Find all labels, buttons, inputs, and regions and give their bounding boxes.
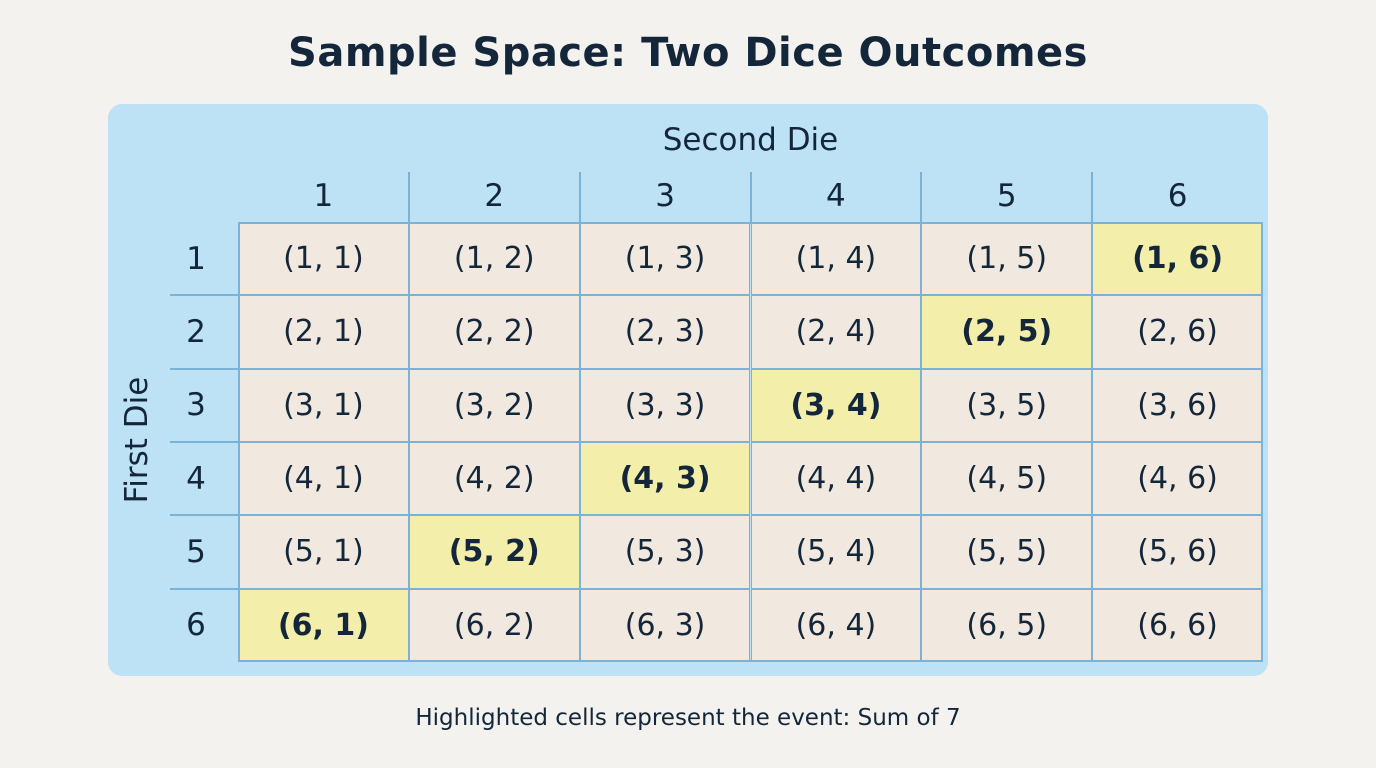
row-header: 4 [186,460,206,497]
outcome-cell: (3, 6) [1092,368,1263,442]
outcome-cell: (4, 1) [238,442,409,516]
outcome-cell: (5, 1) [238,515,409,589]
outcome-cell: (2, 4) [750,295,922,369]
outcome-cell: (2, 2) [408,295,580,369]
highlighted-outcome-cell: (5, 2) [408,515,580,589]
highlighted-outcome-cell: (3, 4) [750,368,922,442]
column-separator [749,172,752,222]
outcome-cell: (1, 2) [408,222,580,296]
caption: Highlighted cells represent the event: S… [415,705,961,731]
column-separator [578,172,581,222]
outcome-cell: (3, 3) [579,368,751,442]
row-separator [170,514,240,517]
outcome-cell: (6, 2) [408,588,580,662]
row-header: 5 [186,533,206,570]
outcome-cell: (1, 4) [750,222,922,296]
column-separator [920,172,923,222]
outcome-cell: (6, 6) [1092,588,1263,662]
column-header: 1 [313,178,334,214]
column-header: 4 [826,178,846,214]
outcome-cell: (5, 3) [579,515,751,589]
outcome-cell: (6, 5) [921,588,1093,662]
outcome-cell: (3, 2) [408,368,580,442]
column-axis-label: Second Die [662,122,839,158]
row-separator [170,294,240,297]
outcome-cell: (2, 6) [1092,295,1263,369]
outcome-cell: (4, 4) [750,442,922,516]
row-header: 6 [186,607,206,644]
row-separator [170,367,240,370]
column-header: 5 [996,178,1017,214]
outcome-cell: (3, 5) [921,368,1093,442]
outcome-cell: (4, 2) [408,442,580,516]
outcome-cell: (5, 5) [921,515,1093,589]
outcome-cell: (2, 1) [238,295,409,369]
outcome-cell: (2, 3) [579,295,751,369]
outcome-cell: (4, 5) [921,442,1093,516]
outcome-cell: (5, 6) [1092,515,1263,589]
row-header: 2 [186,313,206,350]
page-title: Sample Space: Two Dice Outcomes [288,30,1088,76]
row-axis-label: First Die [119,376,155,504]
row-header: 3 [186,387,206,424]
column-header: 2 [484,178,505,214]
column-header: 3 [655,178,675,214]
outcome-cell: (1, 1) [238,222,409,296]
outcome-cell: (6, 4) [750,588,922,662]
outcome-cell: (1, 3) [579,222,751,296]
column-separator [407,172,410,222]
highlighted-outcome-cell: (4, 3) [579,442,751,516]
row-separator [170,441,240,443]
highlighted-outcome-cell: (1, 6) [1092,222,1263,296]
outcome-cell: (4, 6) [1092,442,1263,516]
highlighted-outcome-cell: (2, 5) [921,295,1093,369]
outcome-cell: (1, 5) [921,222,1093,296]
column-separator [1091,172,1094,222]
outcome-cell: (5, 4) [750,515,922,589]
row-separator [170,587,240,590]
row-header: 1 [186,240,206,277]
outcome-cell: (6, 3) [579,588,751,662]
column-header: 6 [1167,178,1188,214]
highlighted-outcome-cell: (6, 1) [238,588,409,662]
outcome-cell: (3, 1) [238,368,409,442]
